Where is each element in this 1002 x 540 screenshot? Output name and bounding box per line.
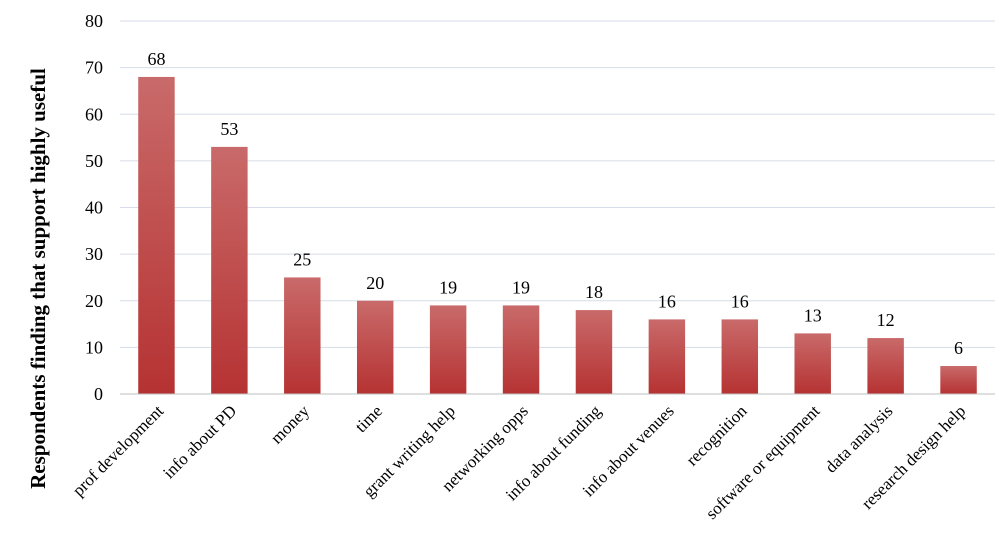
y-tick-label: 50 xyxy=(85,151,103,171)
data-label: 19 xyxy=(439,277,457,297)
y-tick-label: 60 xyxy=(85,104,103,124)
y-axis-title: Respondents finding that support highly … xyxy=(26,68,50,489)
x-category-label: info about PD xyxy=(159,401,240,482)
x-category-label: time xyxy=(351,401,386,436)
bar xyxy=(940,366,977,394)
bars xyxy=(138,76,977,394)
bar xyxy=(211,146,248,394)
y-tick-label: 20 xyxy=(85,291,103,311)
bar xyxy=(794,333,831,394)
data-label: 19 xyxy=(512,277,530,297)
y-tick-label: 10 xyxy=(85,337,103,357)
data-label: 16 xyxy=(731,291,749,311)
data-labels: 68 53 25 20 19 19 18 16 16 13 12 6 xyxy=(147,49,963,358)
y-tick-label: 40 xyxy=(85,198,103,218)
bar xyxy=(575,310,613,394)
x-category-label: recognition xyxy=(682,401,751,470)
data-label: 20 xyxy=(366,273,384,293)
y-tick-label: 30 xyxy=(85,244,103,264)
data-label: 12 xyxy=(877,310,895,330)
data-label: 6 xyxy=(954,338,963,358)
bar xyxy=(721,319,759,394)
x-category-label: money xyxy=(267,401,314,448)
data-label: 25 xyxy=(293,249,311,269)
data-label: 53 xyxy=(220,119,238,139)
data-label: 13 xyxy=(804,305,822,325)
bar xyxy=(138,76,175,394)
bar xyxy=(429,305,467,394)
data-label: 68 xyxy=(147,49,165,69)
y-tick-label: 0 xyxy=(94,384,103,404)
y-axis-ticks: 0 10 20 30 40 50 60 70 80 xyxy=(85,11,103,404)
bar xyxy=(502,305,540,394)
x-category-label: prof development xyxy=(69,401,168,500)
y-tick-label: 70 xyxy=(85,58,103,78)
bar xyxy=(648,319,686,394)
x-category-label: data analysis xyxy=(821,401,896,476)
y-tick-label: 80 xyxy=(85,11,103,31)
bar xyxy=(867,338,904,394)
bar xyxy=(356,300,394,394)
data-label: 16 xyxy=(658,291,676,311)
data-label: 18 xyxy=(585,282,603,302)
bar xyxy=(284,277,321,394)
gridlines xyxy=(120,20,995,348)
